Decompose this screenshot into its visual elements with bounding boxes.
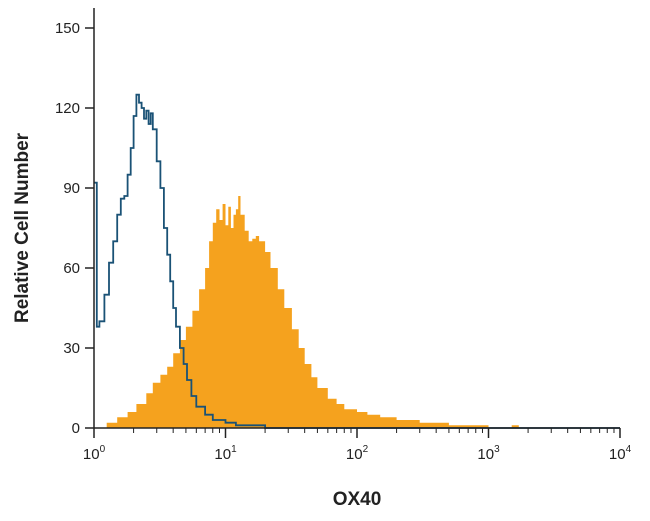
y-tick-label: 60: [63, 260, 80, 277]
y-tick-label: 120: [55, 100, 80, 117]
y-tick-label: 90: [63, 180, 80, 197]
x-tick-label: 103: [477, 444, 500, 463]
plot-area: [94, 93, 620, 429]
histogram-series-2: [94, 93, 620, 429]
x-tick-label: 100: [83, 444, 106, 463]
x-axis-ticks: 100 101 102 103 104: [83, 428, 632, 463]
x-tick-label: 102: [346, 444, 369, 463]
x-tick-label: 101: [214, 444, 237, 463]
y-axis-label: Relative Cell Number: [12, 132, 33, 323]
x-tick-label: 104: [609, 444, 632, 463]
y-tick-label: 150: [55, 20, 80, 37]
x-axis-label: OX40: [333, 489, 382, 510]
histogram-series-1: [94, 196, 620, 428]
y-tick-label: 0: [72, 420, 80, 437]
y-tick-label: 30: [63, 340, 80, 357]
y-axis-ticks: 0 30 60 90 120 150: [55, 20, 94, 437]
